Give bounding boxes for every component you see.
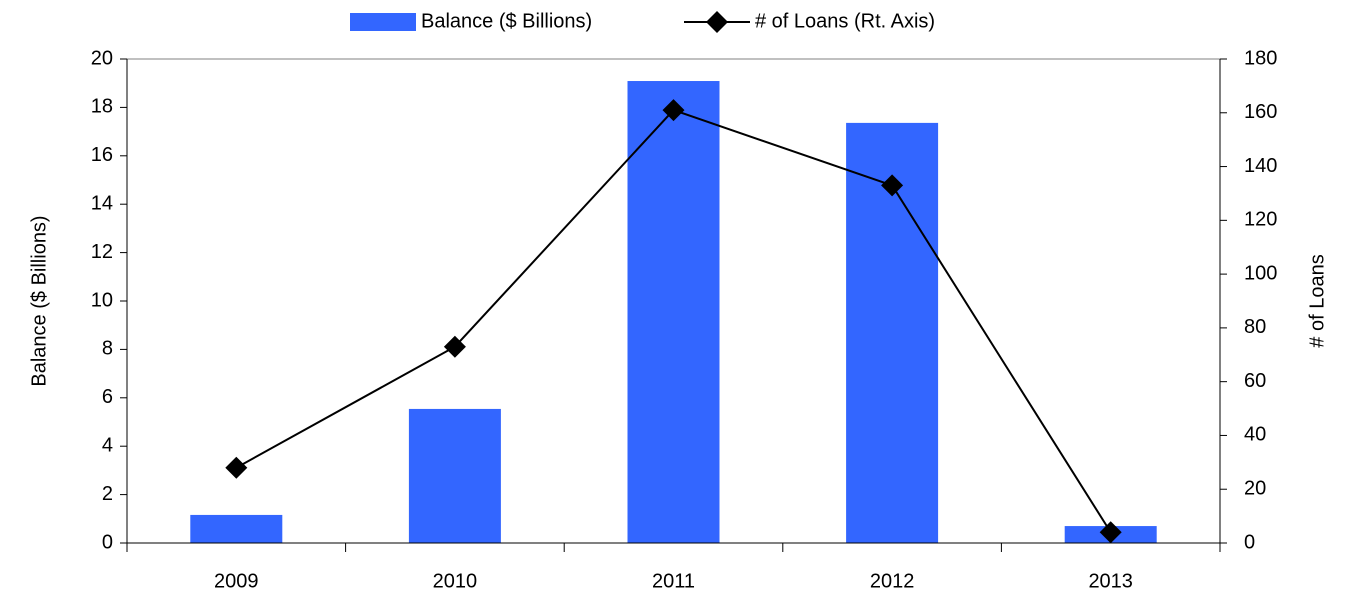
y2-axis-title: # of Loans [1306,254,1328,347]
legend-swatch [350,13,416,31]
legend-label: Balance ($ Billions) [421,10,592,32]
marker [662,99,685,122]
y2-tick-label: 120 [1244,209,1277,231]
y-tick-label: 14 [91,192,113,214]
y-tick-label: 4 [102,434,113,456]
y2-tick-label: 60 [1244,370,1266,392]
marker [225,456,248,479]
bar [190,514,283,543]
y-tick-label: 12 [91,241,113,263]
x-tick-label: 2010 [433,570,478,592]
y2-tick-label: 0 [1244,531,1255,553]
marker [881,174,904,197]
bar [627,81,720,543]
y-tick-label: 18 [91,96,113,118]
y-tick-label: 6 [102,386,113,408]
y-tick-label: 10 [91,289,113,311]
y-tick-label: 16 [91,144,113,166]
legend-marker [706,11,728,33]
legend-label: # of Loans (Rt. Axis) [755,10,935,32]
y-tick-label: 20 [91,47,113,69]
y-tick-label: 2 [102,483,113,505]
y-tick-label: 0 [102,531,113,553]
y-axis-title: Balance ($ Billions) [28,215,50,386]
y2-tick-label: 80 [1244,316,1266,338]
y-tick-label: 8 [102,338,113,360]
x-tick-label: 2011 [652,570,695,592]
y2-tick-label: 40 [1244,424,1266,446]
x-tick-label: 2012 [870,570,915,592]
x-tick-label: 2009 [214,570,259,592]
marker [1099,521,1122,544]
y2-tick-label: 160 [1244,101,1277,123]
marker [443,335,466,358]
y2-tick-label: 20 [1244,478,1266,500]
y2-tick-label: 140 [1244,155,1277,177]
y2-tick-label: 100 [1244,262,1277,284]
y2-tick-label: 180 [1244,47,1277,69]
x-tick-label: 2013 [1088,570,1133,592]
bar [408,408,501,543]
